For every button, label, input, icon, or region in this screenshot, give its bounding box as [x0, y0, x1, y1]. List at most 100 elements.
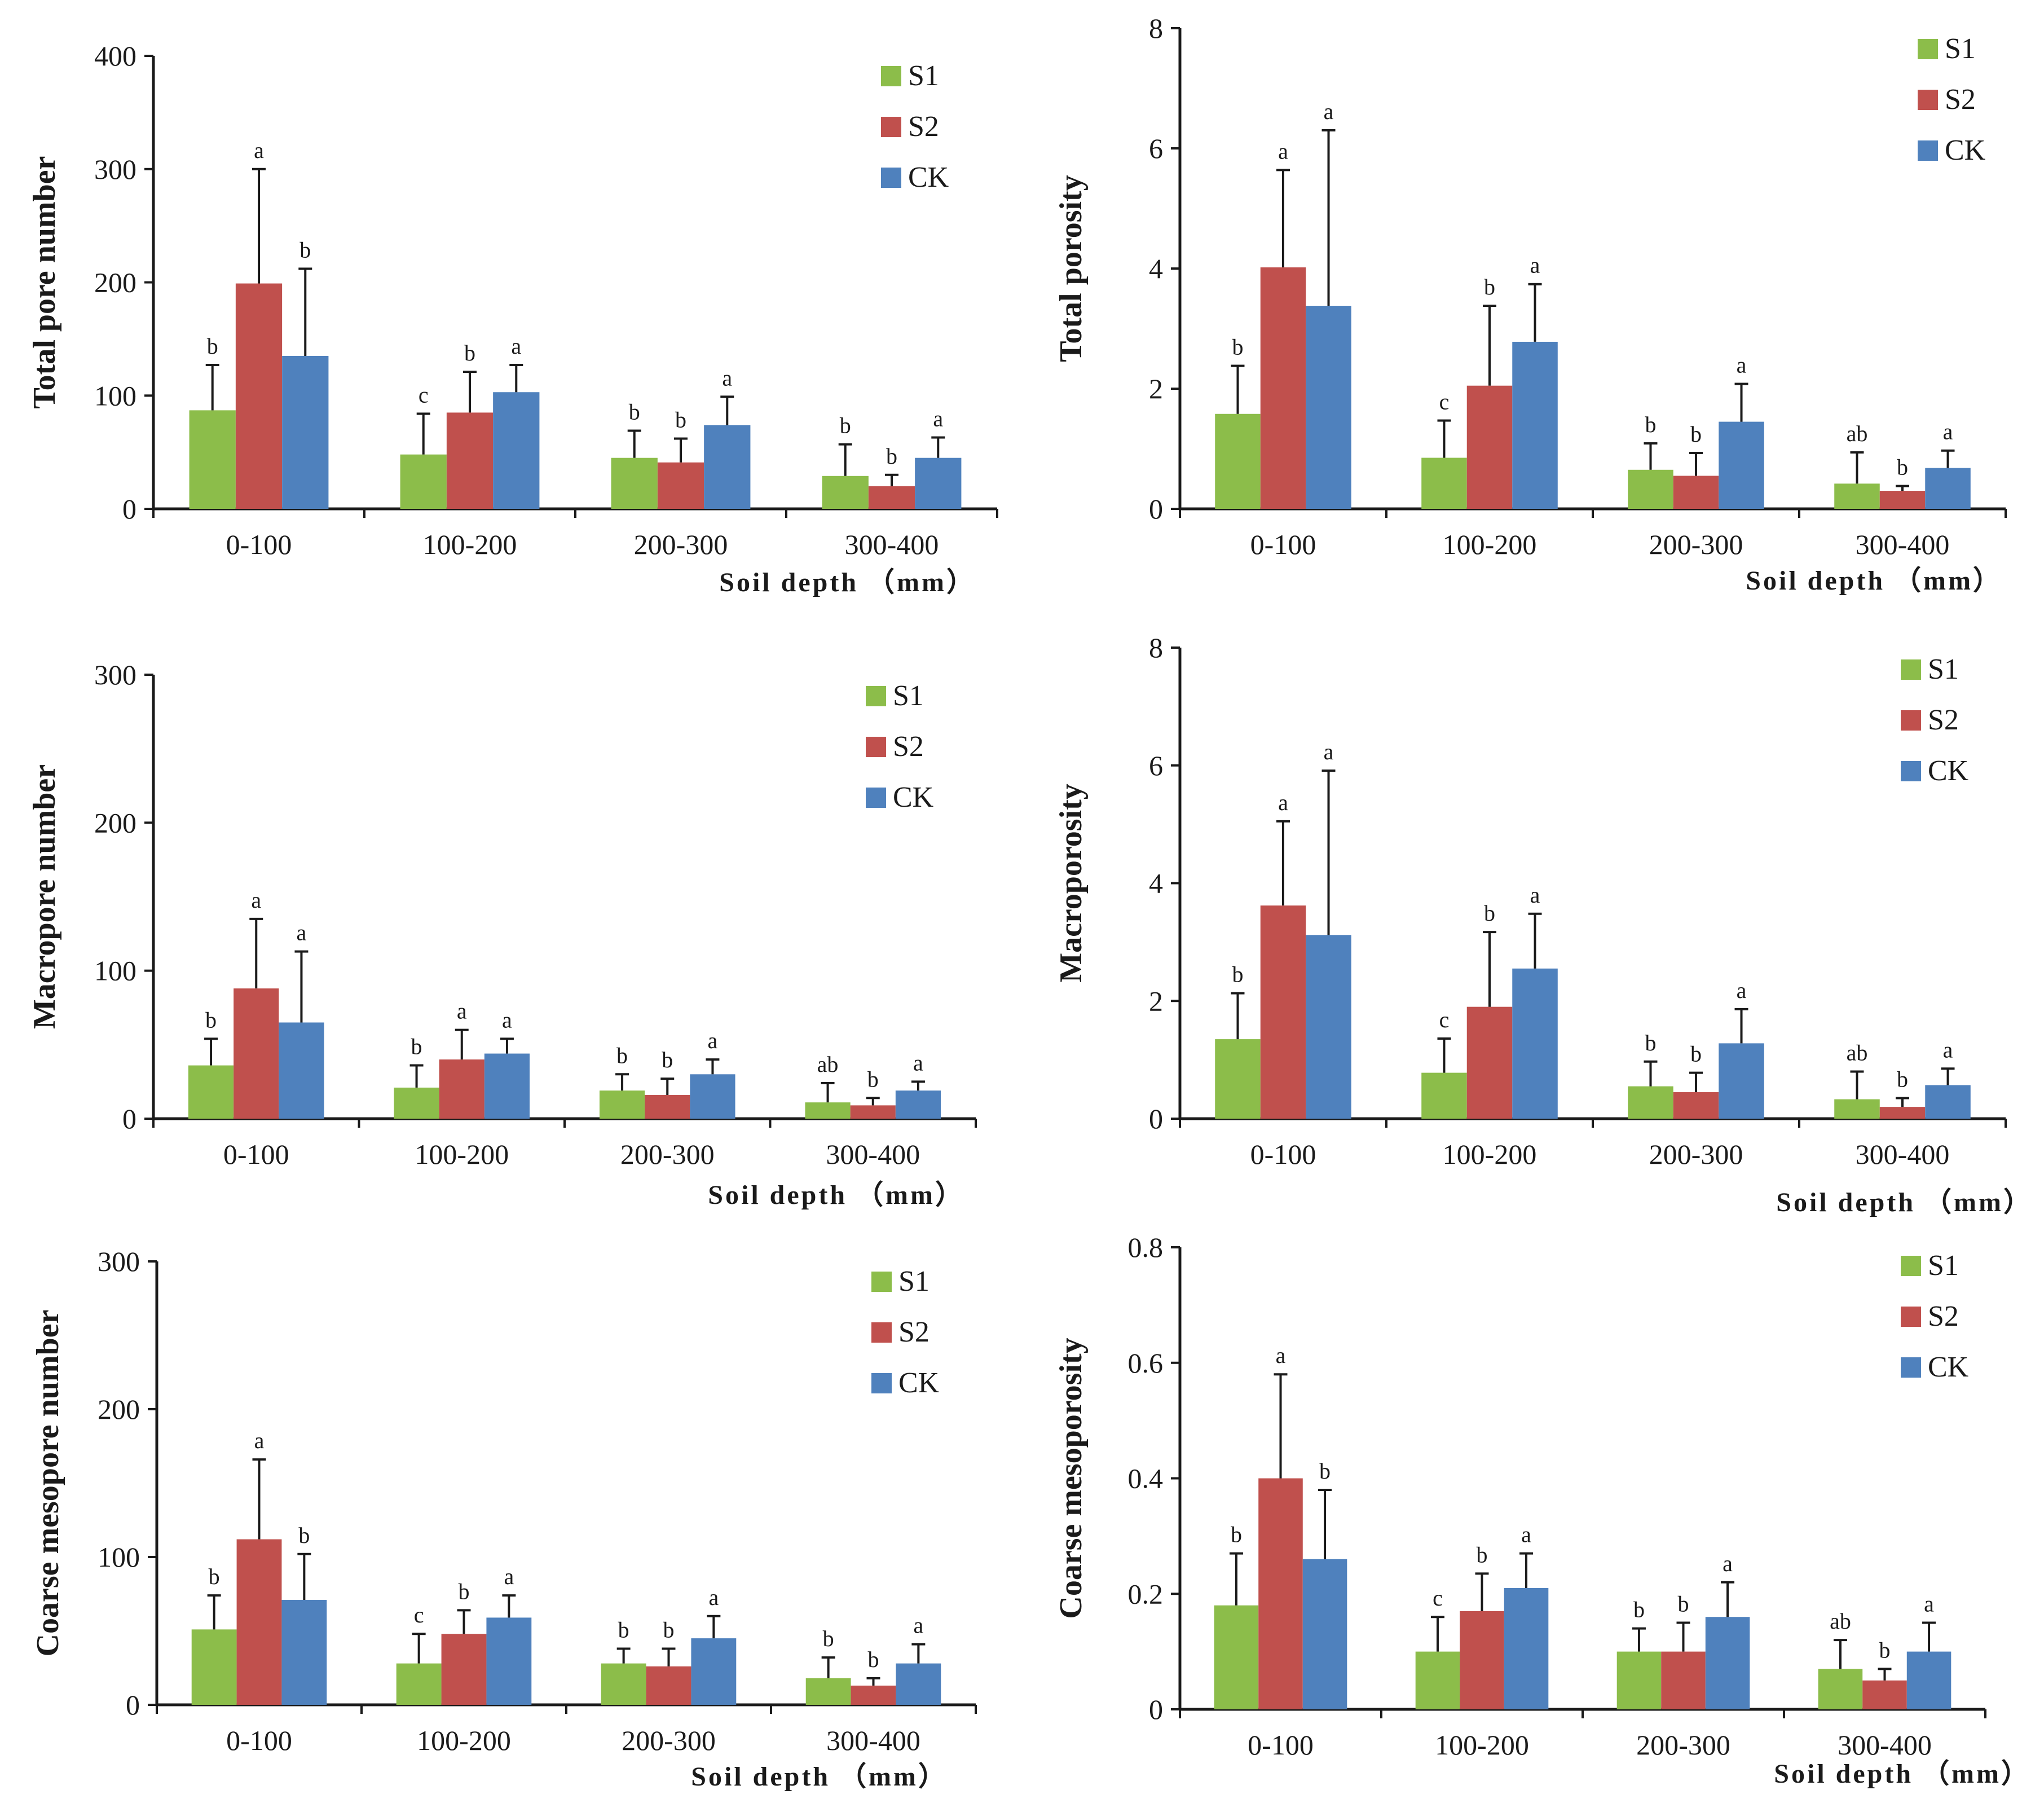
significance-letter: a: [1943, 1037, 1953, 1062]
x-axis-label: Soil depth （mm）: [719, 568, 976, 597]
significance-letter: a: [251, 887, 261, 913]
bar-ck-200-300: [704, 425, 751, 509]
legend-swatch-ck: [866, 788, 886, 808]
significance-letter: a: [1943, 419, 1953, 445]
bar-s1-300-400: [805, 1678, 851, 1705]
x-category-label: 0-100: [226, 529, 292, 560]
y-tick-label: 8: [1149, 12, 1163, 44]
bar-ck-0-100: [1306, 306, 1351, 509]
significance-letter: a: [1324, 739, 1334, 764]
significance-letter: b: [464, 340, 475, 366]
legend-swatch-s2: [866, 737, 886, 757]
bar-s1-200-300: [1628, 469, 1673, 509]
significance-letter: c: [414, 1602, 424, 1628]
legend: S1 S2 CK: [1918, 33, 1986, 166]
bar-ck-100-200: [484, 1053, 530, 1119]
bar-s1-200-300: [611, 458, 658, 509]
legend-label-s2: S2: [1928, 1300, 1959, 1332]
bar-s2-200-300: [645, 1095, 690, 1119]
x-category-label: 300-400: [845, 529, 939, 560]
bar-s1-300-400: [805, 1102, 851, 1119]
bar-s2-200-300: [1661, 1651, 1706, 1709]
bar-s2-0-100: [234, 988, 279, 1119]
significance-letter: ab: [1847, 421, 1868, 446]
chart-panel-6: 0 0.2 0.4 0.6 0.8 0-100 100-200 200-300 300-400 b…: [1054, 1232, 2028, 1789]
y-tick-label: 4: [1149, 253, 1163, 284]
bar-s1-0-100: [188, 1065, 234, 1119]
bar-s1-100-200: [1421, 1072, 1467, 1119]
chart-panel-5: 0 100 200 300 0-100 100-200 200-300 300-400 b a b c…: [30, 1246, 977, 1792]
y-tick-label: 200: [94, 807, 136, 838]
bar-s2-100-200: [446, 412, 494, 509]
legend-swatch-s1: [866, 686, 886, 706]
bar-ck-100-200: [1512, 341, 1558, 509]
bar-ck-0-100: [282, 355, 329, 509]
y-tick-label: 200: [94, 267, 136, 298]
x-category-label: 100-200: [417, 1725, 511, 1756]
x-category-label: 100-200: [1443, 1138, 1537, 1170]
legend-swatch-ck: [871, 1373, 892, 1393]
y-tick-label: 8: [1149, 632, 1163, 663]
x-category-label: 200-300: [1649, 529, 1743, 560]
bar-s2-200-300: [657, 462, 704, 509]
significance-letter: b: [1633, 1597, 1645, 1622]
x-category-label: 0-100: [1250, 529, 1316, 560]
bar-s2-100-200: [439, 1059, 484, 1119]
significance-letter: a: [457, 999, 467, 1024]
x-category-label: 200-300: [620, 1138, 715, 1170]
significance-letter: b: [1484, 900, 1495, 926]
bar-ck-0-100: [279, 1022, 324, 1119]
y-tick-label: 100: [94, 380, 136, 411]
legend-swatch-s1: [881, 66, 901, 86]
significance-letter: b: [1678, 1591, 1689, 1616]
x-category-label: 100-200: [1435, 1729, 1529, 1761]
bar-s1-100-200: [1415, 1651, 1460, 1709]
significance-letter: a: [297, 920, 307, 945]
bar-s1-200-300: [1628, 1086, 1673, 1119]
bar-s2-100-200: [1466, 1006, 1513, 1119]
significance-letter: b: [867, 1066, 879, 1092]
bar-ck-100-200: [1504, 1588, 1549, 1709]
legend-label-ck: CK: [893, 781, 934, 813]
bar-ck-300-400: [895, 1090, 941, 1119]
significance-letter: a: [254, 1428, 265, 1453]
significance-letter: b: [868, 1647, 879, 1672]
legend-label-s1: S1: [1945, 33, 1976, 65]
significance-letter: a: [1276, 1343, 1286, 1368]
bar-ck-300-400: [1925, 1085, 1971, 1119]
bar-s1-200-300: [601, 1663, 646, 1705]
legend-swatch-s1: [871, 1272, 892, 1292]
significance-letter: b: [675, 407, 686, 433]
significance-letter: b: [459, 1578, 470, 1604]
bar-s2-300-400: [850, 1105, 896, 1119]
x-category-label: 300-400: [1838, 1729, 1932, 1761]
y-tick-label: 0: [1149, 1694, 1163, 1725]
significance-letter: b: [299, 237, 311, 262]
legend: S1 S2 CK: [871, 1265, 940, 1399]
bar-s2-0-100: [1260, 905, 1306, 1119]
bar-s2-300-400: [868, 486, 915, 509]
y-tick-label: 200: [98, 1393, 140, 1425]
bar-s1-300-400: [1818, 1669, 1863, 1709]
bar-s2-100-200: [1466, 385, 1513, 509]
bar-s1-300-400: [1834, 483, 1880, 509]
legend-label-s2: S2: [1928, 704, 1959, 736]
bar-s2-200-300: [646, 1666, 691, 1705]
y-tick-label: 0: [126, 1689, 140, 1721]
legend-label-ck: CK: [908, 161, 949, 193]
bar-ck-100-200: [1512, 968, 1558, 1119]
x-category-label: 200-300: [1636, 1729, 1730, 1761]
significance-letter: a: [1737, 978, 1747, 1003]
chart-panel-1: 0 100 200 300 400 0-100 100-200 200-300 300-400 b…: [27, 40, 998, 597]
legend-swatch-s2: [1901, 1307, 1921, 1327]
legend-swatch-s2: [1918, 90, 1938, 110]
bar-s2-300-400: [1862, 1680, 1907, 1709]
significance-letter: b: [1231, 1522, 1242, 1547]
significance-letter: a: [502, 1007, 512, 1032]
legend-swatch-s1: [1901, 659, 1921, 680]
x-category-label: 0-100: [226, 1725, 292, 1756]
y-axis-label: Macropore number: [27, 764, 62, 1029]
bar-ck-0-100: [281, 1599, 327, 1705]
